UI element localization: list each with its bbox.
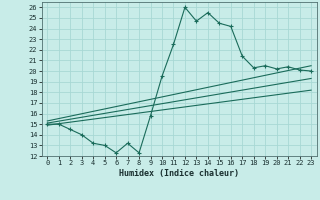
X-axis label: Humidex (Indice chaleur): Humidex (Indice chaleur) <box>119 169 239 178</box>
